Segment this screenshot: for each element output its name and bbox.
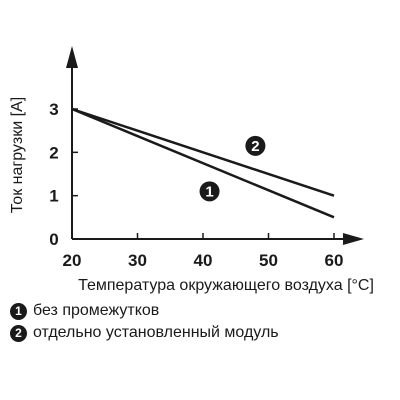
chart-axes	[66, 46, 364, 245]
legend-item-2: 2 отдельно установленный модуль	[10, 322, 390, 344]
y-tick-label: 0	[49, 230, 58, 249]
legend-text-2: отдельно установленный модуль	[33, 324, 279, 341]
x-axis-label: Температура окружающего воздуха [°C]	[78, 277, 374, 294]
y-axis-label: Ток нагрузки [A]	[9, 97, 26, 213]
series-marker-2	[245, 135, 266, 156]
x-axis-arrow	[343, 233, 364, 245]
chart-series: 12	[71, 107, 335, 219]
series-marker-label-2: 2	[251, 138, 259, 155]
y-axis-arrow	[66, 46, 78, 68]
x-tick-label: 20	[63, 251, 82, 270]
x-tick-label: 30	[128, 251, 147, 270]
legend-marker-2: 2	[10, 324, 27, 342]
legend-text-1: без промежутков	[33, 302, 160, 319]
series-marker-label-1: 1	[205, 183, 213, 200]
x-tick-label: 40	[194, 251, 213, 270]
legend-item-1: 1 без промежутков	[10, 300, 390, 322]
legend-marker-1: 1	[10, 302, 27, 320]
y-tick-label: 1	[49, 187, 58, 206]
y-tick-label: 2	[49, 143, 58, 162]
legend: 1 без промежутков 2 отдельно установленн…	[10, 300, 390, 344]
y-tick-label: 3	[49, 100, 58, 119]
series-line-2	[71, 107, 335, 197]
x-tick-label: 50	[259, 251, 278, 270]
series-line-1	[71, 107, 335, 219]
series-marker-1	[199, 181, 220, 202]
x-tick-label: 60	[325, 251, 344, 270]
